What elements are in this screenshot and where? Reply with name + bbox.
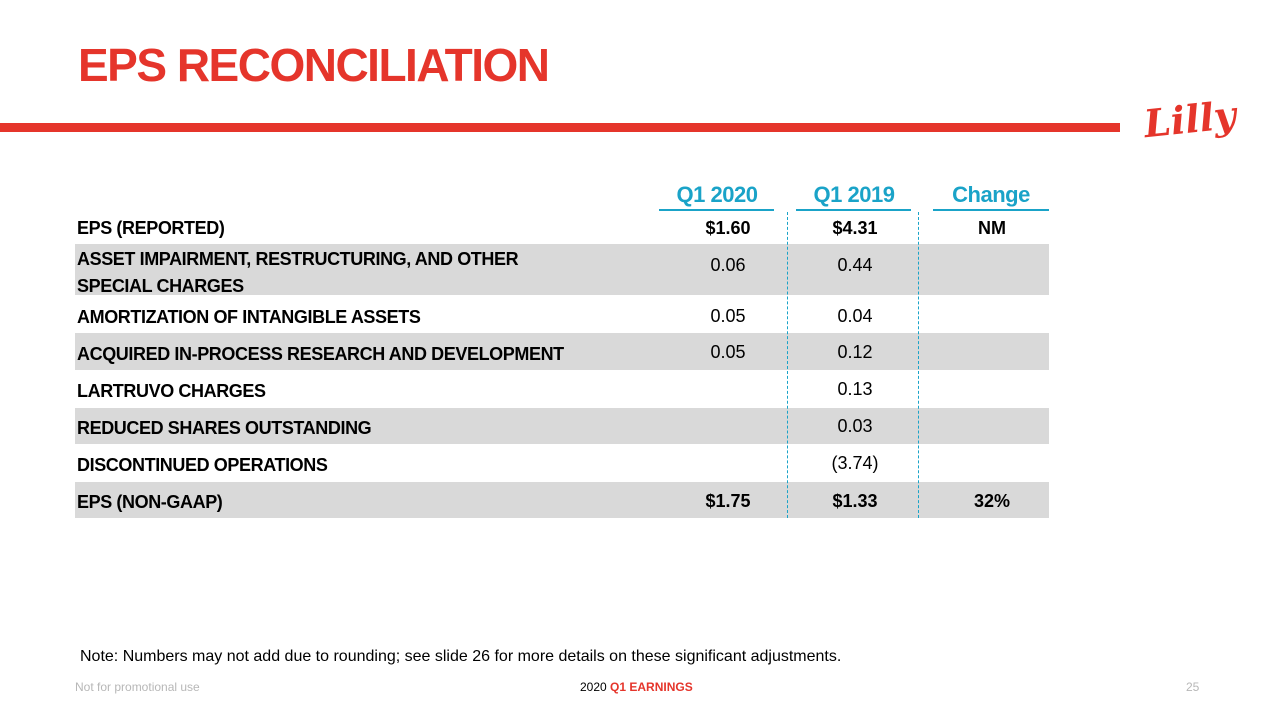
cell-q1-2020: 0.05	[710, 306, 746, 326]
cell-q1-2020: 0.06	[710, 255, 746, 275]
table-row: ACQUIRED IN-PROCESS RESEARCH AND DEVELOP…	[75, 333, 1049, 370]
table-row: EPS (REPORTED) $1.60 $4.31 NM	[75, 213, 1049, 243]
column-header-underline	[796, 209, 911, 211]
column-separator	[787, 212, 788, 518]
table-row: LARTRUVO CHARGES 0.13	[75, 371, 1049, 407]
row-label: REDUCED SHARES OUTSTANDING	[77, 418, 372, 438]
column-header-underline	[659, 209, 774, 211]
cell-q1-2020: $1.75	[705, 491, 751, 511]
slide-title: EPS RECONCILIATION	[78, 39, 550, 91]
cell-q1-2020: $1.60	[705, 218, 751, 238]
cell-q1-2019: 0.44	[837, 255, 873, 275]
cell-q1-2019: 0.03	[837, 416, 873, 436]
footer-disclaimer: Not for promotional use	[75, 680, 200, 694]
row-label: LARTRUVO CHARGES	[77, 381, 266, 401]
row-label: EPS (NON-GAAP)	[77, 492, 223, 512]
cell-q1-2019: 0.12	[837, 342, 873, 362]
cell-q1-2019: (3.74)	[831, 453, 879, 473]
row-label-line1: ASSET IMPAIRMENT, RESTRUCTURING, AND OTH…	[77, 249, 519, 269]
row-label: EPS (REPORTED)	[77, 218, 225, 238]
table-row: REDUCED SHARES OUTSTANDING 0.03	[75, 408, 1049, 444]
cell-change: 32%	[973, 491, 1011, 511]
cell-q1-2019: $1.33	[832, 491, 878, 511]
cell-q1-2019: 0.04	[837, 306, 873, 326]
footer-year: 2020	[580, 680, 607, 694]
column-separator	[918, 212, 919, 518]
cell-q1-2019: $4.31	[832, 218, 878, 238]
cell-q1-2020: 0.05	[710, 342, 746, 362]
table-row: ASSET IMPAIRMENT, RESTRUCTURING, AND OTH…	[75, 244, 1049, 296]
footer-event: 2020 Q1 EARNINGS	[580, 680, 693, 694]
cell-q1-2019: 0.13	[837, 379, 873, 399]
column-header-change: Change	[952, 182, 1030, 207]
row-label: ACQUIRED IN-PROCESS RESEARCH AND DEVELOP…	[77, 344, 564, 364]
lilly-logo: Lilly	[1141, 92, 1241, 147]
table-row: DISCONTINUED OPERATIONS (3.74)	[75, 445, 1049, 481]
page-number: 25	[1186, 680, 1200, 694]
row-label: DISCONTINUED OPERATIONS	[77, 455, 328, 475]
cell-change: NM	[978, 218, 1006, 238]
column-header-q1-2019: Q1 2019	[813, 182, 895, 207]
footnote: Note: Numbers may not add due to roundin…	[80, 648, 842, 665]
row-label-line2: SPECIAL CHARGES	[77, 276, 244, 296]
row-label: AMORTIZATION OF INTANGIBLE ASSETS	[77, 307, 421, 327]
svg-text:Lilly: Lilly	[1141, 92, 1241, 147]
column-header-underline	[933, 209, 1049, 211]
footer-event-name: Q1 EARNINGS	[610, 680, 693, 694]
table-row: AMORTIZATION OF INTANGIBLE ASSETS 0.05 0…	[75, 296, 1049, 332]
title-divider-bar	[0, 123, 1120, 132]
column-header-q1-2020: Q1 2020	[676, 182, 758, 207]
table-row: EPS (NON-GAAP) $1.75 $1.33 32%	[75, 482, 1049, 518]
